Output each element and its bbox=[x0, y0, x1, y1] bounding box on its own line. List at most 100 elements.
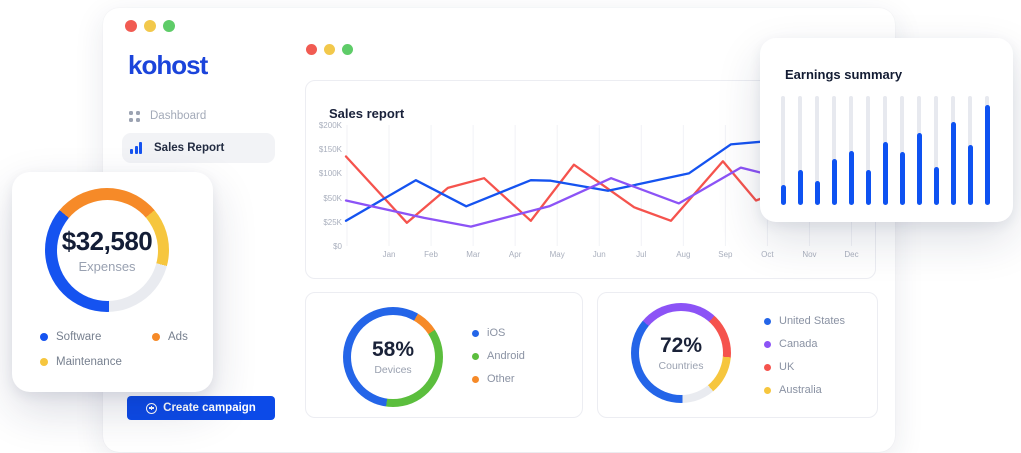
legend-label: United States bbox=[779, 315, 846, 327]
legend-item-canada: Canada bbox=[764, 335, 845, 353]
bar-fill bbox=[916, 133, 922, 205]
x-axis-tick-label: Jun bbox=[592, 250, 606, 259]
bar-fill bbox=[814, 181, 820, 205]
x-axis-tick-label: Dec bbox=[844, 250, 859, 259]
x-axis-tick-label: Feb bbox=[424, 250, 438, 259]
bar-fill bbox=[984, 104, 990, 205]
donut-hole bbox=[639, 311, 723, 395]
create-campaign-button[interactable]: Create campaign bbox=[127, 396, 275, 420]
devices-card: 58% Devices iOS Android Other bbox=[305, 292, 583, 418]
dashboard-grid-icon bbox=[129, 110, 140, 122]
legend-dot bbox=[40, 333, 48, 341]
sales-report-title: Sales report bbox=[329, 106, 405, 121]
y-axis-tick-label: $200K bbox=[318, 121, 342, 130]
y-axis-tick-label: $150K bbox=[318, 145, 342, 155]
legend-dot bbox=[764, 317, 771, 325]
x-axis-tick-label: Mar bbox=[466, 250, 481, 259]
bar-fill bbox=[899, 151, 905, 205]
series-line-purple-series bbox=[344, 166, 794, 228]
bar-chart-icon bbox=[130, 142, 144, 154]
x-axis-tick-label: Aug bbox=[676, 250, 691, 259]
legend-label: Android bbox=[487, 350, 525, 362]
plus-circle-icon bbox=[146, 402, 158, 414]
countries-label: Countries bbox=[658, 360, 704, 372]
earnings-summary-card: Earnings summary bbox=[760, 38, 1013, 222]
legend-label: Australia bbox=[779, 384, 822, 396]
close-button[interactable] bbox=[306, 44, 317, 55]
legend-item-other: Other bbox=[472, 370, 525, 388]
legend-dot bbox=[764, 363, 771, 371]
sidebar-item-dashboard[interactable]: Dashboard bbox=[129, 110, 206, 122]
sidebar-item-sales-report[interactable]: Sales Report bbox=[122, 133, 275, 163]
devices-legend: iOS Android Other bbox=[472, 324, 525, 388]
legend-dot bbox=[764, 386, 771, 394]
legend-item-united-states: United States bbox=[764, 312, 845, 330]
donut-center: 72% Countries bbox=[631, 303, 731, 403]
legend-label: Software bbox=[56, 331, 102, 343]
devices-donut-chart: 58% Devices bbox=[343, 307, 443, 407]
legend-item-software: Software bbox=[40, 328, 152, 346]
countries-percent: 72% bbox=[659, 334, 703, 357]
x-axis-tick-label: Oct bbox=[761, 250, 774, 259]
legend-dot bbox=[472, 375, 479, 383]
legend-label: Canada bbox=[779, 338, 818, 350]
minimize-button[interactable] bbox=[144, 20, 156, 32]
legend-dot bbox=[472, 352, 479, 360]
bar-track bbox=[781, 96, 785, 205]
legend-item-android: Android bbox=[472, 347, 525, 365]
legend-label: Other bbox=[487, 373, 515, 385]
legend-dot bbox=[152, 333, 160, 341]
y-axis-tick-label: $50K bbox=[323, 193, 342, 203]
legend-item-uk: UK bbox=[764, 358, 845, 376]
bar-fill bbox=[882, 141, 888, 205]
earnings-bar-chart bbox=[760, 38, 1013, 222]
legend-dot bbox=[472, 329, 479, 337]
bar-fill bbox=[933, 166, 939, 205]
expenses-label: Expenses bbox=[78, 259, 136, 274]
close-button[interactable] bbox=[125, 20, 137, 32]
series-line-red-series bbox=[344, 155, 794, 224]
expenses-donut-chart: $32,580 Expenses bbox=[45, 188, 169, 312]
x-axis-tick-label: Sep bbox=[718, 250, 733, 259]
maximize-button[interactable] bbox=[342, 44, 353, 55]
x-axis-tick-label: Nov bbox=[802, 250, 817, 259]
bar-track bbox=[798, 96, 802, 205]
bar-fill bbox=[967, 145, 973, 205]
legend-label: UK bbox=[779, 361, 795, 373]
bar-track bbox=[934, 96, 938, 205]
countries-card: 72% Countries United States Canada UK Austr… bbox=[597, 292, 878, 418]
x-axis-tick-label: Jan bbox=[382, 250, 396, 259]
expenses-card: $32,580 Expenses Software Ads Maintenance bbox=[12, 172, 213, 392]
create-campaign-label: Create campaign bbox=[163, 402, 256, 414]
bar-track bbox=[832, 96, 836, 205]
bar-track bbox=[866, 96, 870, 205]
legend-item-ads: Ads bbox=[152, 328, 202, 346]
devices-percent: 58% bbox=[371, 338, 415, 361]
maximize-button[interactable] bbox=[163, 20, 175, 32]
countries-legend: United States Canada UK Australia bbox=[764, 312, 845, 399]
expenses-legend: Software Ads Maintenance bbox=[40, 328, 202, 371]
logo: kohost bbox=[128, 50, 208, 80]
donut-center: $32,580 Expenses bbox=[45, 188, 169, 312]
x-axis-tick-label: Jul bbox=[636, 250, 647, 259]
legend-dot bbox=[40, 358, 48, 366]
x-axis-tick-label: Apr bbox=[508, 250, 522, 259]
x-axis-tick-label: May bbox=[549, 250, 565, 259]
y-axis-tick-label: $100K bbox=[318, 169, 342, 179]
legend-label: Ads bbox=[168, 331, 188, 343]
series-line-blue-series bbox=[344, 138, 794, 222]
devices-label: Devices bbox=[374, 364, 412, 376]
y-axis-tick-label: $0 bbox=[333, 242, 342, 251]
countries-donut-chart: 72% Countries bbox=[631, 303, 731, 403]
bar-fill bbox=[797, 170, 803, 205]
sidebar-item-label: Sales Report bbox=[154, 142, 225, 154]
window-controls bbox=[125, 20, 175, 32]
inner-window-controls bbox=[306, 44, 353, 55]
legend-label: iOS bbox=[487, 327, 506, 339]
y-axis-tick-label: $25K bbox=[323, 217, 342, 227]
donut-hole bbox=[351, 315, 435, 399]
legend-label: Maintenance bbox=[56, 356, 122, 368]
donut-center: 58% Devices bbox=[343, 307, 443, 407]
minimize-button[interactable] bbox=[324, 44, 335, 55]
bar-fill bbox=[831, 159, 837, 205]
